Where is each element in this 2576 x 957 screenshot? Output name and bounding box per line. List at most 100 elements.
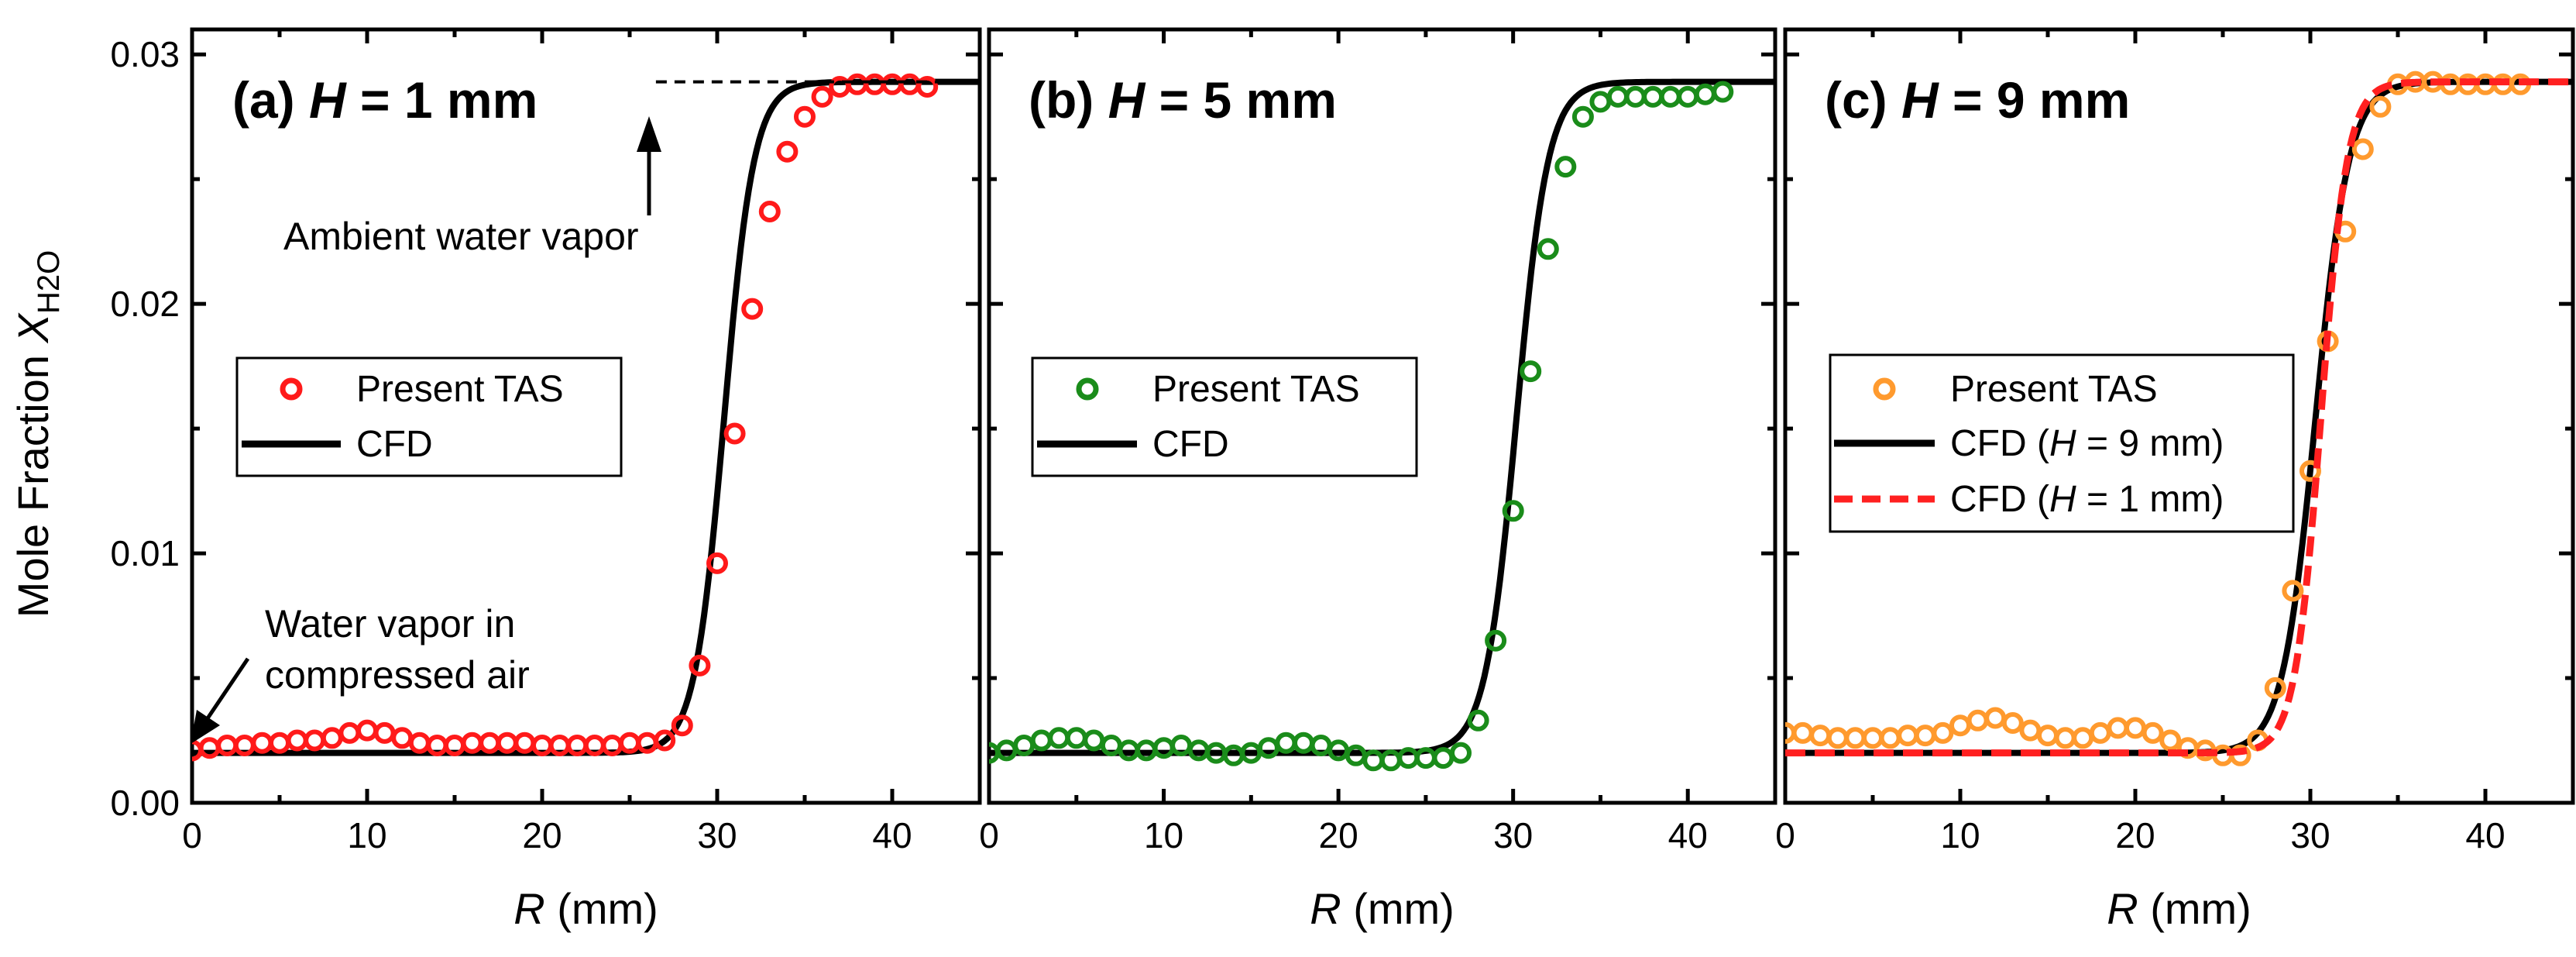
panel-b-tas-point xyxy=(1624,85,1647,108)
panel-a-xtick-label: 30 xyxy=(697,815,737,855)
panel-b-x-axis-label-unit: (mm) xyxy=(1341,884,1455,933)
panel-a-tas-point xyxy=(794,105,816,128)
panel-a-xtick-label: 10 xyxy=(347,815,386,855)
panel-c-tas-point xyxy=(1914,725,1936,747)
panel-a-tas-point xyxy=(689,654,711,676)
panel-c-xtick-label: 40 xyxy=(2465,815,2505,855)
panel-b-tas-point xyxy=(1694,83,1716,105)
panel-c-tas-point xyxy=(2282,580,2304,602)
panel-c-tas-point xyxy=(2037,725,2059,747)
panel-c-x-axis-label-var: R xyxy=(2107,884,2138,933)
panel-c-tas-point xyxy=(2089,721,2111,744)
panel-a-tas-point xyxy=(461,732,483,754)
panel-a-tas-point xyxy=(671,714,693,737)
panel-c-title: (c) H = 9 mm xyxy=(1825,71,2130,129)
panel-a-tas-point xyxy=(479,732,501,754)
panel-c-legend: Present TAS CFD (H = 9 mm) CFD (H = 1 mm… xyxy=(1829,353,2295,533)
annotation-compressed-air: Water vapor in compressed air xyxy=(191,602,530,744)
panel-c-tas-point xyxy=(1897,725,1919,747)
panel-a-tas-point xyxy=(496,732,518,754)
panel-b-xtick-label: 30 xyxy=(1493,815,1533,855)
panel-c-tas-point xyxy=(1984,707,2007,729)
annotation-ambient: Ambient water vapor xyxy=(283,116,661,258)
annotation-ambient-arrowhead xyxy=(637,116,661,152)
panel-b-tas-point xyxy=(1554,156,1577,178)
panel-a-tas-point xyxy=(758,201,781,222)
panel-b-legend: Present TAS CFD xyxy=(1031,356,1418,477)
panel-a-legend-label-tas: Present TAS xyxy=(356,369,564,410)
panel-b-tas-point xyxy=(1659,85,1681,108)
panel-a-tas-point xyxy=(373,721,396,744)
y-axis-label: Mole Fraction XH2O xyxy=(9,250,66,618)
panel-c-tas-point xyxy=(2054,727,2076,749)
panel-a-tas-point xyxy=(706,552,728,574)
panel-b-tas-point xyxy=(1607,85,1629,108)
panel-b-title: (b) H = 5 mm xyxy=(1029,71,1337,129)
panel-c: 0 10 20 30 40 R (mm) (c) H = 9 mm Present TAS… xyxy=(1775,27,2575,933)
panel-c-tas-point xyxy=(1932,721,1954,744)
panel-a-tas-point xyxy=(723,422,746,445)
annotation-compressed-air-arrowhead xyxy=(191,710,220,744)
panel-b-tas-point xyxy=(1065,727,1087,749)
panel-c-tas-point xyxy=(2107,717,2129,739)
panel-a: 0 10 20 30 40 R (mm) 0.00 0.01 0.02 0.03 (a) H = … xyxy=(110,27,982,933)
panel-a-legend-circle-marker xyxy=(280,377,303,401)
panel-a-xtick-label: 40 xyxy=(872,815,912,855)
y-axis-label-sub: H2O xyxy=(32,250,66,314)
panel-c-tas-point xyxy=(1862,727,1884,749)
panel-b-tas-point xyxy=(1642,85,1664,108)
panel-c-xtick-label: 20 xyxy=(2115,815,2155,855)
panel-b-tas-point xyxy=(1537,238,1559,260)
panel-b-legend-label-tas: Present TAS xyxy=(1152,369,1360,410)
panel-a-x-axis-label-var: R xyxy=(513,884,544,933)
panel-b-legend-label-cfd: CFD xyxy=(1152,424,1229,465)
panel-c-tas-point xyxy=(1949,714,1971,737)
panel-b-xtick-label: 20 xyxy=(1319,815,1358,855)
panel-c-xtick-label: 0 xyxy=(1775,815,1795,855)
panel-c-legend-label-tas: Present TAS xyxy=(1950,369,2158,410)
panel-a-tas-point xyxy=(304,729,326,752)
panel-a-tas-point xyxy=(321,727,343,749)
panel-b-tas-point xyxy=(1485,629,1507,652)
panel-c-series-cfd-h1-line xyxy=(1785,78,2573,757)
panel-a-x-axis-label: R (mm) xyxy=(513,884,658,933)
panel-a-legend-label-cfd: CFD xyxy=(356,424,433,465)
panel-a-legend-box xyxy=(235,356,623,477)
annotation-compressed-air-arrow-shaft xyxy=(204,657,250,722)
panel-b-xtick-label: 0 xyxy=(979,815,999,855)
panel-c-xtick-label: 10 xyxy=(1940,815,1980,855)
panel-a-tas-point xyxy=(654,729,676,752)
panel-a-tas-point xyxy=(286,729,308,752)
panel-a-ytick-label: 0.00 xyxy=(110,783,180,823)
panel-b-tas-point xyxy=(1520,360,1542,383)
panel-b-tas-point xyxy=(1589,91,1612,113)
panel-a-tas-point xyxy=(356,719,378,742)
panel-a-tas-point xyxy=(408,732,431,754)
panel-b-tas-point xyxy=(1432,747,1455,769)
panel-c-tas-point xyxy=(1966,709,1989,732)
y-axis-label-var: X xyxy=(9,312,57,344)
panel-c-tas-point xyxy=(2300,460,2321,482)
panel-c-tas-point xyxy=(2351,138,2374,160)
panel-c-legend-circle-marker xyxy=(1873,377,1896,401)
panel-c-x-axis-label-unit: (mm) xyxy=(2138,884,2251,933)
panel-a-tas-point xyxy=(251,732,273,754)
panel-a-x-axis-label-unit: (mm) xyxy=(545,884,658,933)
panel-b-tas-point xyxy=(1450,742,1472,764)
annotation-compressed-air-line1: Water vapor in xyxy=(265,602,515,645)
panel-a-ytick-label: 0.01 xyxy=(110,533,180,573)
panel-c-tas-point xyxy=(2072,727,2094,749)
panel-a-tas-point xyxy=(338,721,361,744)
panel-b-tas-point xyxy=(1293,732,1314,754)
panel-c-tas-point xyxy=(1879,727,1901,749)
panel-c-legend-label-cfd1: CFD (H = 1 mm) xyxy=(1950,479,2224,520)
panel-b-xtick-label: 40 xyxy=(1668,815,1708,855)
panel-b-tas-point xyxy=(1275,732,1297,754)
panel-b-frame xyxy=(987,27,1777,805)
panel-c-xtick-label: 30 xyxy=(2290,815,2330,855)
annotation-compressed-air-line2: compressed air xyxy=(265,653,530,697)
panel-a-xtick-label: 20 xyxy=(522,815,562,855)
panel-b-x-axis-label: R (mm) xyxy=(1310,884,1455,933)
panel-b-tas-point xyxy=(1571,105,1594,128)
panel-b-tas-point xyxy=(1030,729,1053,752)
